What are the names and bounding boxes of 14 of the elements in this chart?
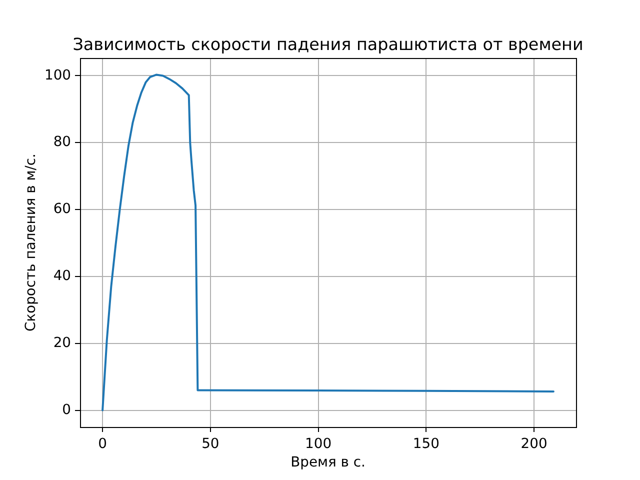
x-tick-label: 50	[202, 436, 220, 452]
y-tick-label: 100	[44, 67, 71, 84]
x-tick-label: 100	[305, 436, 332, 452]
x-tick-label: 0	[98, 436, 107, 452]
x-axis-title: Время в с.	[290, 454, 366, 470]
x-tick-label: 200	[520, 436, 548, 452]
y-tick-label: 60	[53, 201, 71, 218]
y-tick-label: 80	[53, 134, 71, 150]
y-tick-label: 0	[62, 402, 71, 418]
y-tick-label: 40	[53, 268, 71, 284]
y-tick-label: 20	[53, 334, 71, 351]
chart-title: Зависимость скорости падения парашютиста от времени	[72, 34, 584, 54]
y-axis-title: Скорость паления в м/с.	[22, 154, 39, 332]
x-tick-label: 150	[412, 436, 440, 452]
